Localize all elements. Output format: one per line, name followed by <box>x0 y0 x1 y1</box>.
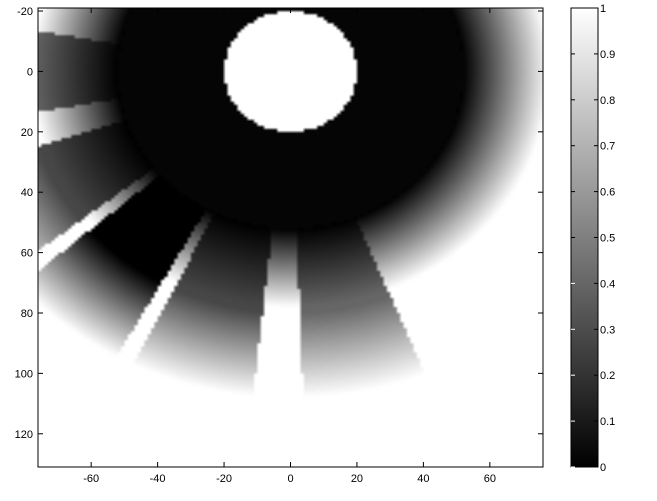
heatmap-image <box>38 8 543 467</box>
colorbar-gradient <box>570 7 599 468</box>
x-tick-label: 40 <box>417 473 429 485</box>
x-tick-label: -20 <box>216 473 232 485</box>
colorbar-tick-label: 0.5 <box>600 233 615 245</box>
x-tick-label: 0 <box>287 473 293 485</box>
x-tick-label: 60 <box>484 473 496 485</box>
colorbar-tick-label: 0.3 <box>600 324 615 336</box>
colorbar-tick-label: 0.2 <box>600 370 615 382</box>
x-tick-label: -60 <box>83 473 99 485</box>
y-tick-label: -20 <box>17 6 33 18</box>
colorbar-tick-label: 0.6 <box>600 187 615 199</box>
axes: -60 -40 -20 0 20 40 60 -20 0 20 40 60 80 100 120 <box>15 6 544 485</box>
heatmap-raster <box>38 8 543 467</box>
y-tick-label: 60 <box>21 248 33 260</box>
colorbar-tick-label: 0.1 <box>600 416 615 428</box>
colorbar-tick-label: 0.7 <box>600 141 615 153</box>
colorbar: 0 0.1 0.2 0.3 0.4 0.5 0.6 0.7 0.8 0.9 1 <box>570 3 615 474</box>
x-tick-label: -40 <box>150 473 166 485</box>
colorbar-tick-label: 0.9 <box>600 49 615 61</box>
colorbar-tick-label: 0.4 <box>600 278 615 290</box>
y-tick-label: 100 <box>15 368 33 380</box>
y-tick-label: 80 <box>21 308 33 320</box>
x-tick-label: 20 <box>351 473 363 485</box>
y-tick-label: 40 <box>21 187 33 199</box>
y-tick-label: 0 <box>27 66 33 78</box>
colorbar-tick-label: 0 <box>600 462 606 474</box>
colorbar-tick-label: 1 <box>600 3 606 15</box>
colorbar-tick-label: 0.8 <box>600 95 615 107</box>
y-tick-label: 120 <box>15 429 33 441</box>
y-tick-label: 20 <box>21 127 33 139</box>
